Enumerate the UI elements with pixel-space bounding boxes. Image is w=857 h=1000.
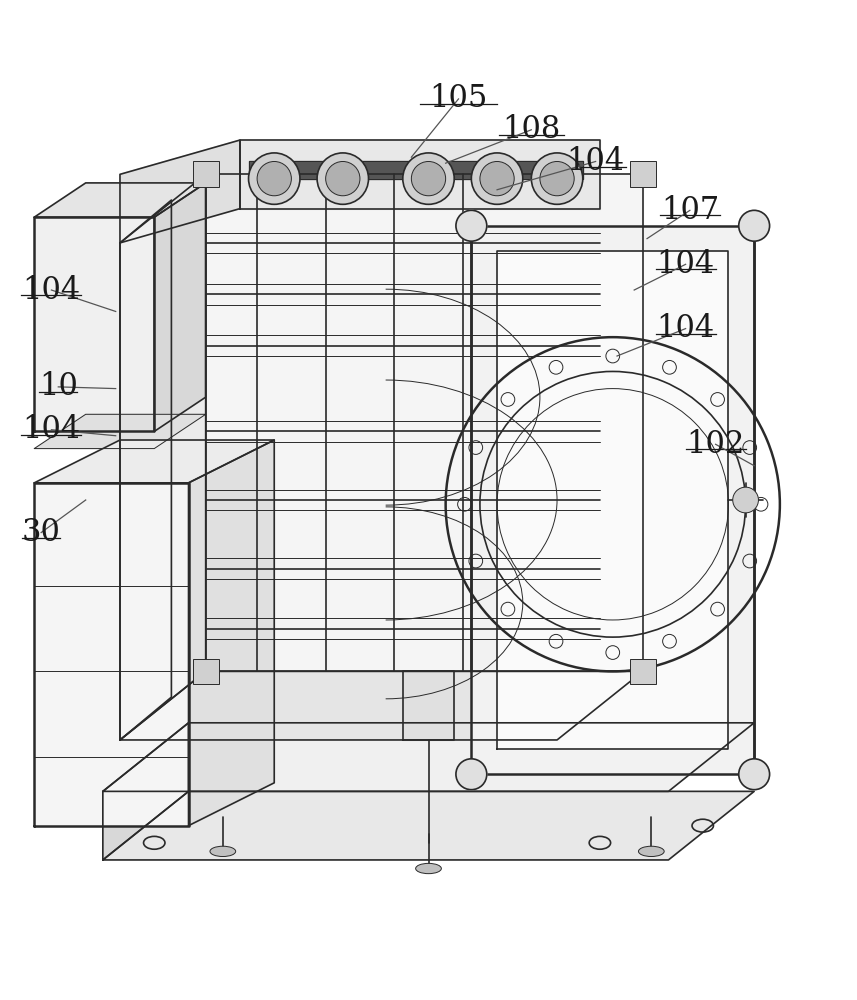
Bar [193,161,219,187]
Polygon shape [120,174,206,740]
Polygon shape [120,671,643,740]
Text: 105: 105 [429,83,488,114]
Circle shape [456,759,487,790]
Polygon shape [34,483,189,826]
Polygon shape [34,440,274,483]
Ellipse shape [416,863,441,874]
Bar [630,161,656,187]
Polygon shape [34,414,206,449]
Text: 107: 107 [661,195,719,226]
Polygon shape [403,671,454,740]
Ellipse shape [638,846,664,857]
Text: 104: 104 [566,146,625,177]
Bar [630,659,656,684]
Text: 102: 102 [686,429,745,460]
Circle shape [739,759,770,790]
Polygon shape [103,723,754,791]
Text: 104: 104 [22,275,81,306]
Polygon shape [34,217,154,431]
Ellipse shape [471,153,523,204]
Text: 10: 10 [39,371,78,402]
Ellipse shape [210,846,236,857]
Text: 104: 104 [656,313,715,344]
Ellipse shape [540,161,574,196]
Ellipse shape [249,153,300,204]
Polygon shape [206,174,643,671]
Polygon shape [497,251,728,749]
Ellipse shape [403,153,454,204]
Polygon shape [120,200,171,740]
Polygon shape [103,723,189,860]
Text: 104: 104 [656,249,715,280]
Polygon shape [240,140,600,209]
Polygon shape [154,183,206,431]
Circle shape [739,210,770,241]
Polygon shape [120,140,240,243]
Polygon shape [103,791,754,860]
Circle shape [733,487,758,513]
Text: 30: 30 [21,517,61,548]
Polygon shape [249,161,583,179]
Text: 104: 104 [22,414,81,445]
Polygon shape [471,226,754,774]
Ellipse shape [326,161,360,196]
Ellipse shape [531,153,583,204]
Polygon shape [189,440,274,826]
Ellipse shape [317,153,369,204]
Text: 108: 108 [502,114,560,145]
Ellipse shape [480,161,514,196]
Bar [193,659,219,684]
Circle shape [456,210,487,241]
Ellipse shape [411,161,446,196]
Polygon shape [34,183,206,217]
Ellipse shape [257,161,291,196]
